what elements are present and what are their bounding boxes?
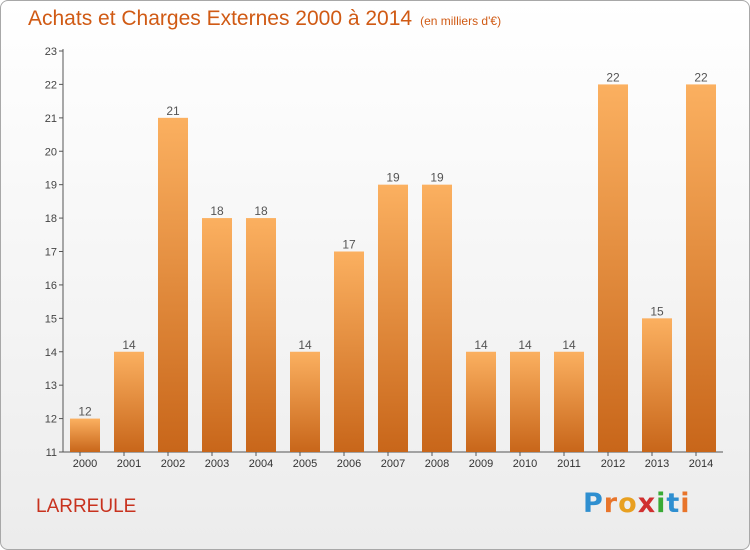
logo-letter: i [656,488,667,519]
bar [114,351,144,452]
y-tick-label: 17 [45,247,57,259]
bar [158,117,188,452]
bar [466,351,496,452]
y-tick-label: 23 [45,46,57,58]
x-tick-label: 2009 [469,458,493,470]
bar [70,418,100,452]
y-tick-label: 14 [45,347,57,359]
bar [554,351,584,452]
x-tick-label: 2003 [205,458,229,470]
x-tick-label: 2001 [117,458,141,470]
commune-name: LARREULE [36,496,137,517]
y-tick-label: 21 [45,113,57,125]
x-tick-label: 2000 [73,458,97,470]
chart-title: Achats et Charges Externes 2000 à 2014 (e… [28,7,501,31]
data-label: 21 [166,104,180,118]
bar [642,318,672,452]
x-tick-label: 2002 [161,458,185,470]
bar [378,184,408,452]
chart-subtitle: (en milliers d'€) [420,14,502,28]
x-tick-label: 2012 [601,458,625,470]
x-tick-label: 2011 [557,458,581,470]
data-label: 18 [254,204,268,218]
y-tick-label: 22 [45,79,57,91]
bar [510,351,540,452]
y-tick-label: 20 [45,146,57,158]
proxiti-logo: Proxiti [583,488,691,519]
data-label: 14 [562,338,576,352]
data-label: 12 [78,405,92,419]
y-tick-label: 16 [45,280,57,292]
bar [686,84,716,453]
x-tick-label: 2010 [513,458,537,470]
y-tick-label: 15 [45,313,57,325]
x-tick-label: 2006 [337,458,361,470]
x-tick-label: 2007 [381,458,405,470]
logo-letter: x [637,488,657,519]
bar [246,218,276,452]
y-tick-label: 13 [45,380,57,392]
y-tick-label: 12 [45,414,57,426]
data-label: 15 [650,304,664,318]
x-tick-label: 2004 [249,458,273,470]
logo-letter: t [666,488,681,519]
logo-letter: P [583,488,604,519]
logo-letter: o [618,488,638,519]
x-tick-label: 2014 [689,458,713,470]
y-tick-label: 18 [45,213,57,225]
data-label: 22 [606,70,620,84]
x-tick-label: 2008 [425,458,449,470]
y-tick-label: 11 [46,447,57,459]
logo-letter: i [680,488,691,519]
data-label: 14 [474,338,488,352]
bar [202,218,232,452]
data-label: 19 [386,171,400,185]
data-label: 19 [430,171,444,185]
data-label: 14 [122,338,136,352]
bar [290,351,320,452]
data-label: 22 [694,70,708,84]
bar [598,84,628,453]
bar [334,251,364,452]
logo-letter: r [603,488,619,519]
x-tick-label: 2005 [293,458,317,470]
data-label: 14 [518,338,532,352]
data-label: 17 [342,238,356,252]
y-tick-label: 19 [45,180,57,192]
x-tick-label: 2013 [645,458,669,470]
title-text: Achats et Charges Externes 2000 à 2014 [28,7,413,30]
bar [422,184,452,452]
data-label: 14 [298,338,312,352]
data-label: 18 [210,204,224,218]
